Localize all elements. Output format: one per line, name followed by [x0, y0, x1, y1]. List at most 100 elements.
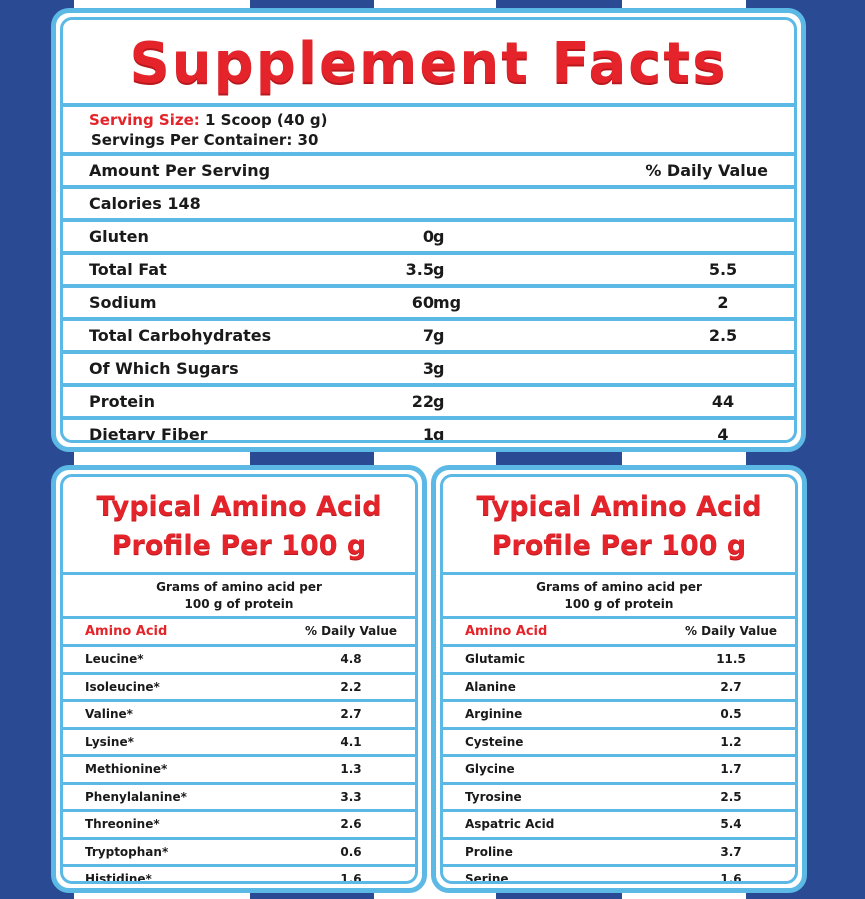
- amino-value: 1.6: [720, 872, 742, 884]
- amino-row: Alanine 2.7: [443, 675, 795, 702]
- nutrient-unit: g: [433, 392, 445, 411]
- amino-value: 2.7: [340, 707, 362, 721]
- nutrient-dv: 2.5: [708, 326, 738, 345]
- amino-acid-col-header: Amino Acid: [465, 624, 548, 639]
- nutrient-name: Of Which Sugars: [89, 359, 239, 378]
- nutrient-row: Total Carbohydrates 7 g 2.5: [63, 321, 794, 354]
- amino-acid-panel-left: Typical Amino Acid Profile Per 100 g Gra…: [51, 465, 427, 893]
- amino-panel-title: Typical Amino Acid Profile Per 100 g: [63, 477, 415, 575]
- nutrient-row: Dietary Fiber 1 g 4: [63, 420, 794, 443]
- servings-per-container: Servings Per Container: 30: [91, 131, 319, 149]
- amino-value: 3.3: [340, 789, 362, 804]
- amino-name: Tyrosine: [465, 789, 522, 804]
- amino-row: Lysine* 4.1: [63, 730, 415, 757]
- serving-size-label: Serving Size:: [89, 111, 200, 129]
- amino-header-row: Amino Acid % Daily Value: [443, 619, 795, 647]
- amino-row: Tyrosine 2.5: [443, 785, 795, 812]
- amino-name: Histidine*: [85, 872, 152, 884]
- nutrient-name: Total Fat: [89, 260, 167, 279]
- amino-value: 2.7: [720, 679, 742, 694]
- amino-row: Threonine* 2.6: [63, 812, 415, 840]
- nutrient-unit: mg: [433, 293, 462, 312]
- amino-acid-panel-right: Typical Amino Acid Profile Per 100 g Gra…: [431, 465, 807, 893]
- amino-row: Cysteine 1.2: [443, 730, 795, 757]
- amino-name: Phenylalanine*: [85, 789, 187, 804]
- amino-subtitle-line1: Grams of amino acid per: [156, 580, 322, 594]
- amino-subtitle-line1: Grams of amino acid per: [536, 580, 702, 594]
- nutrient-row: Total Fat 3.5 g 5.5: [63, 255, 794, 288]
- amino-name: Cysteine: [465, 734, 524, 749]
- amino-value: 4.1: [340, 734, 362, 749]
- nutrient-amount: 3: [422, 359, 434, 378]
- amino-value: 0.5: [720, 707, 742, 721]
- amino-name: Serine: [465, 872, 509, 884]
- nutrient-amount: 3.5: [405, 260, 434, 279]
- amino-name: Proline: [465, 844, 513, 859]
- amino-title-line1: Typical Amino Acid: [476, 491, 762, 522]
- nutrient-amount: 0: [422, 227, 434, 246]
- amino-row: Arginine 0.5: [443, 702, 795, 730]
- amino-subtitle: Grams of amino acid per 100 g of protein: [63, 575, 415, 619]
- nutrient-name: Gluten: [89, 227, 149, 246]
- nutrient-name: Sodium: [89, 293, 157, 312]
- nutrient-unit: g: [433, 260, 445, 279]
- amino-value: 2.2: [340, 679, 362, 694]
- amino-row: Phenylalanine* 3.3: [63, 785, 415, 812]
- amino-acid-inner-right: Typical Amino Acid Profile Per 100 g Gra…: [440, 474, 798, 884]
- nutrient-name: Protein: [89, 392, 155, 411]
- amino-value: 1.3: [340, 762, 362, 776]
- amino-row: Glutamic 11.5: [443, 647, 795, 675]
- amino-value: 4.8: [340, 652, 362, 666]
- amino-row: Tryptophan* 0.6: [63, 840, 415, 867]
- nutrient-unit: g: [433, 326, 445, 345]
- amino-value: 2.6: [340, 817, 362, 831]
- nutrient-row: Gluten 0 g: [63, 222, 794, 255]
- amino-row: Proline 3.7: [443, 840, 795, 867]
- amino-title-line2: Profile Per 100 g: [491, 530, 747, 561]
- amino-name: Valine*: [85, 707, 133, 721]
- nutrient-dv: 4: [717, 425, 729, 443]
- amino-name: Isoleucine*: [85, 679, 160, 694]
- amino-subtitle-line2: 100 g of protein: [564, 597, 674, 611]
- amino-name: Threonine*: [85, 817, 160, 831]
- amino-name: Alanine: [465, 679, 516, 694]
- nutrient-amount: 60: [411, 293, 434, 312]
- amino-row: Valine* 2.7: [63, 702, 415, 730]
- nutrient-dv: 2: [717, 293, 729, 312]
- amino-name: Glutamic: [465, 652, 526, 666]
- amino-value: 0.6: [340, 844, 362, 859]
- amino-value: 1.7: [720, 762, 742, 776]
- nutrient-amount: 1: [422, 425, 434, 443]
- amino-subtitle-line2: 100 g of protein: [184, 597, 294, 611]
- serving-size-value: 1 Scoop (40 g): [199, 111, 328, 129]
- amino-row: Aspatric Acid 5.4: [443, 812, 795, 840]
- amino-name: Lysine*: [85, 734, 134, 749]
- serving-size-line: Serving Size: 1 Scoop (40 g): [89, 111, 327, 129]
- nutrient-dv: 5.5: [708, 260, 738, 279]
- amino-row: Serine 1.6: [443, 867, 795, 884]
- amino-value: 1.6: [340, 872, 362, 884]
- amino-title-line1: Typical Amino Acid: [96, 491, 382, 522]
- amino-name: Methionine*: [85, 762, 168, 776]
- nutrient-unit: g: [433, 227, 445, 246]
- amino-value: 11.5: [716, 652, 746, 666]
- amino-name: Glycine: [465, 762, 515, 776]
- amino-name: Arginine: [465, 707, 523, 721]
- amount-per-serving-label: Amount Per Serving: [89, 161, 271, 180]
- supplement-facts-panel: Supplement Facts Serving Size: 1 Scoop (…: [51, 8, 806, 452]
- amino-value: 5.4: [720, 817, 742, 831]
- daily-value-col-header: % Daily Value: [684, 624, 777, 638]
- amino-name: Aspatric Acid: [465, 817, 555, 831]
- nutrient-row: Protein 22 g 44: [63, 387, 794, 420]
- amino-title-line2: Profile Per 100 g: [111, 530, 367, 561]
- nutrient-name: Dietary Fiber: [89, 425, 208, 443]
- stripe: [0, 0, 52, 899]
- panel-title: Supplement Facts: [63, 20, 794, 107]
- table-header-row: Amount Per Serving % Daily Value: [63, 156, 794, 189]
- amino-value: 2.5: [720, 789, 742, 804]
- amino-row: Leucine* 4.8: [63, 647, 415, 675]
- amino-subtitle: Grams of amino acid per 100 g of protein: [443, 575, 795, 619]
- serving-info: Serving Size: 1 Scoop (40 g) Servings Pe…: [63, 107, 794, 156]
- nutrient-amount: 7: [422, 326, 434, 345]
- amino-name: Leucine*: [85, 652, 144, 666]
